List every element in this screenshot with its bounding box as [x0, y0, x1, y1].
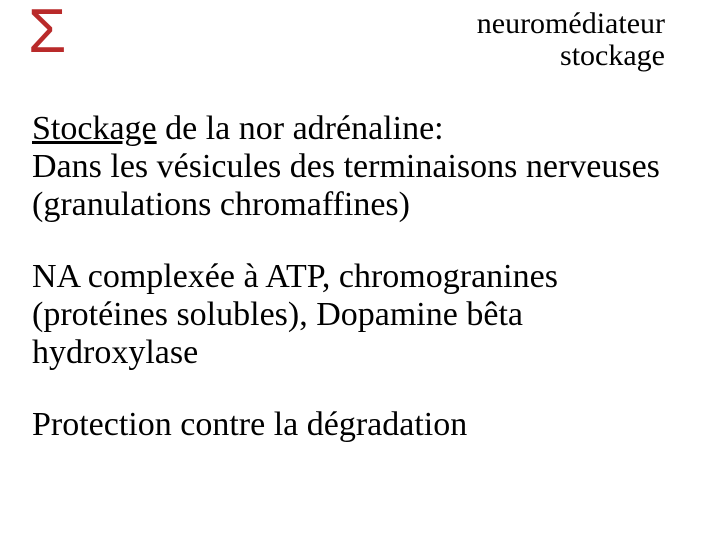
sigma-symbol: Σ — [28, 0, 66, 67]
slide-title: neuromédiateurstockage — [345, 8, 665, 71]
text-run: NA complexée à ATP, chromogranines (prot… — [32, 258, 558, 371]
title-line: stockage — [345, 40, 665, 72]
body-paragraph: Stockage de la nor adrénaline: — [32, 110, 692, 148]
slide-body: Stockage de la nor adrénaline:Dans les v… — [32, 110, 692, 445]
text-run: Protection contre la dégradation — [32, 406, 467, 443]
text-run: Dans les vésicules des terminaisons nerv… — [32, 148, 660, 223]
body-paragraph: Dans les vésicules des terminaisons nerv… — [32, 148, 692, 224]
slide: Σ neuromédiateurstockage Stockage de la … — [0, 0, 720, 540]
title-line: neuromédiateur — [345, 8, 665, 40]
text-run: de la nor adrénaline: — [157, 110, 444, 147]
text-run: Stockage — [32, 110, 157, 147]
body-paragraph: NA complexée à ATP, chromogranines (prot… — [32, 258, 692, 372]
body-paragraph: Protection contre la dégradation — [32, 406, 692, 444]
